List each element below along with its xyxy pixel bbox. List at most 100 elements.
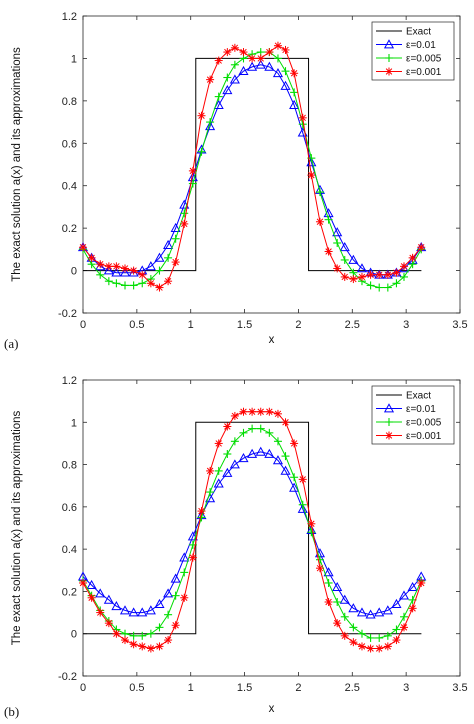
panel-a-point bbox=[164, 277, 173, 286]
panel-a-point bbox=[383, 283, 392, 292]
panel-b-point bbox=[324, 598, 333, 606]
panel-b-point-d2 bbox=[417, 579, 425, 587]
panel-b-point bbox=[248, 424, 257, 433]
panel-a-ylabel: The exact solution a(x) and its approxim… bbox=[11, 47, 23, 282]
panel-a-point bbox=[171, 234, 180, 243]
panel-b-point bbox=[155, 623, 164, 632]
panel-a-point bbox=[138, 270, 147, 279]
panel-a-point bbox=[273, 54, 282, 63]
panel-b-point bbox=[155, 642, 164, 651]
panel-a-point-d2 bbox=[164, 277, 172, 285]
panel-a-point bbox=[96, 260, 105, 269]
panel-a-point-d2 bbox=[393, 269, 400, 276]
panel-a-point bbox=[112, 262, 121, 271]
panel-a-point-d2 bbox=[308, 171, 315, 179]
panel-b-legend-entry: ε=0.005 bbox=[406, 418, 442, 429]
panel-a-point bbox=[357, 272, 366, 281]
panel-a-legend-box bbox=[371, 21, 455, 81]
panel-b-point bbox=[248, 407, 257, 416]
panel-a-point bbox=[163, 239, 174, 249]
panel-a-point bbox=[340, 272, 349, 281]
panel-a-point bbox=[248, 54, 257, 63]
panel-b-point-d2 bbox=[341, 632, 348, 640]
panel-a-point bbox=[230, 43, 239, 52]
panel-a-point bbox=[348, 254, 359, 264]
panel-b-point bbox=[229, 459, 240, 469]
panel-b-point bbox=[146, 629, 155, 638]
panel-a-legend-entry: ε=0.005 bbox=[406, 54, 442, 65]
panel-b-point bbox=[289, 482, 300, 492]
panel-b-point bbox=[273, 409, 282, 418]
panel-b-point bbox=[374, 607, 385, 617]
panel-b-ytick-label: 1 bbox=[71, 417, 77, 429]
panel-b-point bbox=[332, 581, 343, 592]
panel-a-xtick-label: 2 bbox=[295, 319, 301, 331]
panel-b-point bbox=[298, 500, 307, 509]
panel-a-point bbox=[171, 258, 180, 267]
panel-a-point-d2 bbox=[375, 271, 383, 279]
panel-a-point bbox=[129, 281, 138, 290]
panel-b-point-d2 bbox=[393, 636, 400, 644]
panel-b-point bbox=[365, 609, 376, 619]
panel-b-point-d2 bbox=[358, 643, 366, 650]
panel-b-point bbox=[280, 465, 291, 475]
panel-a-point bbox=[333, 264, 342, 273]
panel-b-point bbox=[290, 439, 299, 448]
panel-a-ytick-label: 1.2 bbox=[62, 11, 77, 23]
panel-a-point bbox=[145, 261, 156, 271]
panel-b-point bbox=[87, 593, 96, 602]
panel-b-point-d2 bbox=[181, 594, 188, 602]
panel-b: 0 0.5 1 1.5 2 2.5 3 3.5-0.200.20.40.60.811.2xTh… bbox=[4, 375, 468, 719]
panel-b-legend-entry: ε=0.01 bbox=[406, 404, 436, 415]
panel-a-point bbox=[375, 270, 384, 279]
panel-b-ytick-label: 0 bbox=[71, 629, 77, 641]
panel-a-point bbox=[255, 59, 266, 69]
panel-a-point-d2 bbox=[316, 218, 324, 226]
panel-a-point bbox=[366, 270, 375, 279]
panel-a-legend: Exact ε=0.01 ε=0.005 ε=0.001 bbox=[371, 21, 455, 81]
panel-b-point bbox=[79, 578, 87, 587]
panel-a-point bbox=[349, 275, 358, 284]
panel-b-point bbox=[163, 588, 174, 598]
panel-b-point-d2 bbox=[266, 408, 273, 415]
panel-a-point-d2 bbox=[299, 114, 306, 122]
panel-b-legend: Exact ε=0.01 ε=0.005 ε=0.001 bbox=[371, 385, 455, 445]
panel-b-point bbox=[357, 629, 366, 638]
panel-b-point-d2 bbox=[367, 645, 374, 652]
panel-b-point bbox=[197, 507, 206, 516]
panel-a-point-d2 bbox=[266, 48, 273, 56]
panel-b-point bbox=[230, 411, 239, 420]
panel-a-point bbox=[154, 252, 165, 262]
panel-a-point bbox=[290, 88, 299, 97]
panel-a-point-d2 bbox=[231, 44, 239, 52]
panel-a-point bbox=[366, 281, 375, 290]
panel-a-point bbox=[298, 113, 307, 122]
panel-b-point-d2 bbox=[130, 641, 137, 648]
panel-b-point-d2 bbox=[282, 419, 289, 426]
panel-a: 0 0.5 1 1.5 2 2.5 3 3.5-0.200.20.40.60.811.2xTh… bbox=[4, 11, 468, 351]
panel-a-legend-entry: Exact bbox=[406, 27, 431, 38]
panel-b-ytick-label: 0.2 bbox=[62, 586, 77, 598]
panel-a-point bbox=[392, 268, 401, 277]
panel-b-point bbox=[230, 437, 239, 446]
panel-a-legend-marker bbox=[385, 67, 393, 76]
panel-b-point bbox=[281, 418, 290, 427]
panel-a-point bbox=[112, 279, 121, 288]
panel-b-point bbox=[392, 625, 401, 634]
panel-b-point bbox=[222, 467, 233, 477]
panel-b-point bbox=[112, 629, 121, 638]
panel-a-point bbox=[281, 67, 290, 76]
panel-b-label: (b) bbox=[4, 704, 19, 719]
panel-b-point bbox=[239, 428, 248, 437]
panel-b-point bbox=[239, 407, 248, 416]
panel-b-point-d2 bbox=[147, 645, 155, 652]
panel-b-point bbox=[214, 439, 223, 448]
panel-a-legend-entry: ε=0.01 bbox=[406, 40, 436, 51]
panel-a-point bbox=[383, 270, 392, 279]
panel-b-legend-marker bbox=[385, 431, 393, 440]
panel-b-point bbox=[187, 531, 198, 541]
panel-a-ytick-label: 0 bbox=[71, 266, 77, 278]
panel-b-point bbox=[333, 598, 342, 606]
panel-b-xtick-label: 3.5 bbox=[452, 682, 467, 694]
panel-b-xtick-label: 0.5 bbox=[129, 682, 144, 694]
